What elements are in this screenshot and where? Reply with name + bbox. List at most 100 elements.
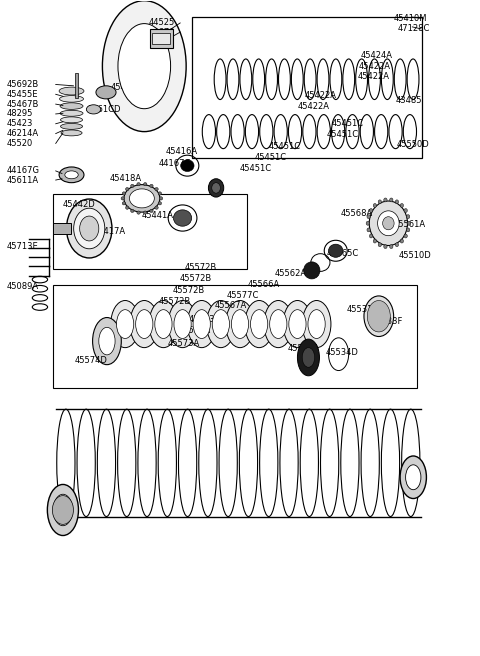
Ellipse shape <box>378 211 399 236</box>
Ellipse shape <box>193 310 210 338</box>
Ellipse shape <box>168 205 197 231</box>
Ellipse shape <box>144 211 147 215</box>
Text: 45451C: 45451C <box>240 165 272 173</box>
Ellipse shape <box>124 184 160 212</box>
Text: 45532A: 45532A <box>288 344 320 354</box>
Ellipse shape <box>180 160 194 172</box>
Text: 44167G: 44167G <box>158 159 192 167</box>
Text: 45424A: 45424A <box>360 51 393 60</box>
Ellipse shape <box>373 203 377 207</box>
Ellipse shape <box>155 310 172 338</box>
Ellipse shape <box>60 123 83 129</box>
Ellipse shape <box>187 300 216 348</box>
Text: 45574D: 45574D <box>75 356 108 365</box>
Text: 45422A: 45422A <box>357 72 389 81</box>
Ellipse shape <box>302 300 331 348</box>
Ellipse shape <box>384 245 387 249</box>
Text: 45692B: 45692B <box>6 80 39 89</box>
Text: 45451C: 45451C <box>254 153 287 161</box>
Ellipse shape <box>126 206 129 209</box>
Text: 45418A: 45418A <box>110 174 142 183</box>
Bar <box>153 33 169 44</box>
Ellipse shape <box>93 318 121 365</box>
Text: 44167G: 44167G <box>6 167 39 175</box>
Text: 45577C: 45577C <box>227 291 259 300</box>
Ellipse shape <box>395 243 398 247</box>
Ellipse shape <box>121 197 124 200</box>
Ellipse shape <box>289 310 306 338</box>
Text: 1461CD: 1461CD <box>87 105 120 114</box>
Ellipse shape <box>117 310 134 338</box>
Ellipse shape <box>126 188 129 191</box>
Ellipse shape <box>245 300 274 348</box>
Text: 45572B: 45572B <box>179 274 212 283</box>
Text: 45568A: 45568A <box>340 209 373 218</box>
Ellipse shape <box>53 494 72 525</box>
Ellipse shape <box>136 310 153 338</box>
Text: 45550D: 45550D <box>397 140 430 149</box>
Ellipse shape <box>367 228 370 232</box>
Ellipse shape <box>150 184 153 188</box>
Ellipse shape <box>137 182 140 186</box>
Text: 45423: 45423 <box>6 119 33 129</box>
Ellipse shape <box>302 348 315 367</box>
Ellipse shape <box>328 244 343 257</box>
Text: 45460A: 45460A <box>130 93 162 102</box>
Ellipse shape <box>364 296 394 337</box>
Text: 45713E: 45713E <box>6 242 38 251</box>
Ellipse shape <box>406 465 421 489</box>
Ellipse shape <box>102 1 186 132</box>
Text: 45451C: 45451C <box>269 142 301 150</box>
Ellipse shape <box>366 221 370 225</box>
Text: 45520: 45520 <box>6 139 33 148</box>
Ellipse shape <box>400 456 426 499</box>
Ellipse shape <box>308 310 325 338</box>
Ellipse shape <box>212 182 220 193</box>
Text: 45561A: 45561A <box>393 220 425 229</box>
Text: 45531E: 45531E <box>346 305 378 314</box>
Text: 45573A: 45573A <box>167 338 200 348</box>
Text: 45451C: 45451C <box>326 130 358 138</box>
Ellipse shape <box>48 484 78 535</box>
Ellipse shape <box>404 209 408 213</box>
Ellipse shape <box>378 200 382 204</box>
Bar <box>75 73 78 98</box>
Text: 45565C: 45565C <box>327 249 360 258</box>
Ellipse shape <box>400 239 404 243</box>
Ellipse shape <box>369 201 408 245</box>
Ellipse shape <box>137 211 140 215</box>
Ellipse shape <box>144 182 147 186</box>
Ellipse shape <box>384 198 387 202</box>
Ellipse shape <box>370 209 373 213</box>
Ellipse shape <box>60 96 84 102</box>
Ellipse shape <box>390 245 393 249</box>
Ellipse shape <box>367 215 370 218</box>
Text: 45572B: 45572B <box>173 285 205 295</box>
Text: 45441A: 45441A <box>142 211 174 220</box>
Ellipse shape <box>155 206 158 209</box>
Ellipse shape <box>173 210 192 226</box>
Ellipse shape <box>231 310 249 338</box>
Text: 45510D: 45510D <box>399 251 432 260</box>
Ellipse shape <box>131 184 134 188</box>
Ellipse shape <box>404 234 408 238</box>
Text: 45572B: 45572B <box>158 297 191 306</box>
Text: 45467B: 45467B <box>6 100 39 109</box>
Circle shape <box>367 300 390 332</box>
Text: 45566A: 45566A <box>247 280 279 289</box>
Text: 45567A: 45567A <box>215 301 247 310</box>
Ellipse shape <box>264 300 293 348</box>
Ellipse shape <box>99 327 115 355</box>
Ellipse shape <box>59 87 84 95</box>
Ellipse shape <box>298 339 320 376</box>
Ellipse shape <box>155 188 158 191</box>
Text: 46214A: 46214A <box>6 129 38 138</box>
Text: 45451C: 45451C <box>332 119 364 129</box>
Ellipse shape <box>61 130 82 136</box>
Ellipse shape <box>65 171 78 178</box>
Text: 45562A: 45562A <box>275 269 307 278</box>
Ellipse shape <box>158 201 162 205</box>
Ellipse shape <box>251 310 268 338</box>
Ellipse shape <box>118 24 170 109</box>
Ellipse shape <box>208 178 224 197</box>
